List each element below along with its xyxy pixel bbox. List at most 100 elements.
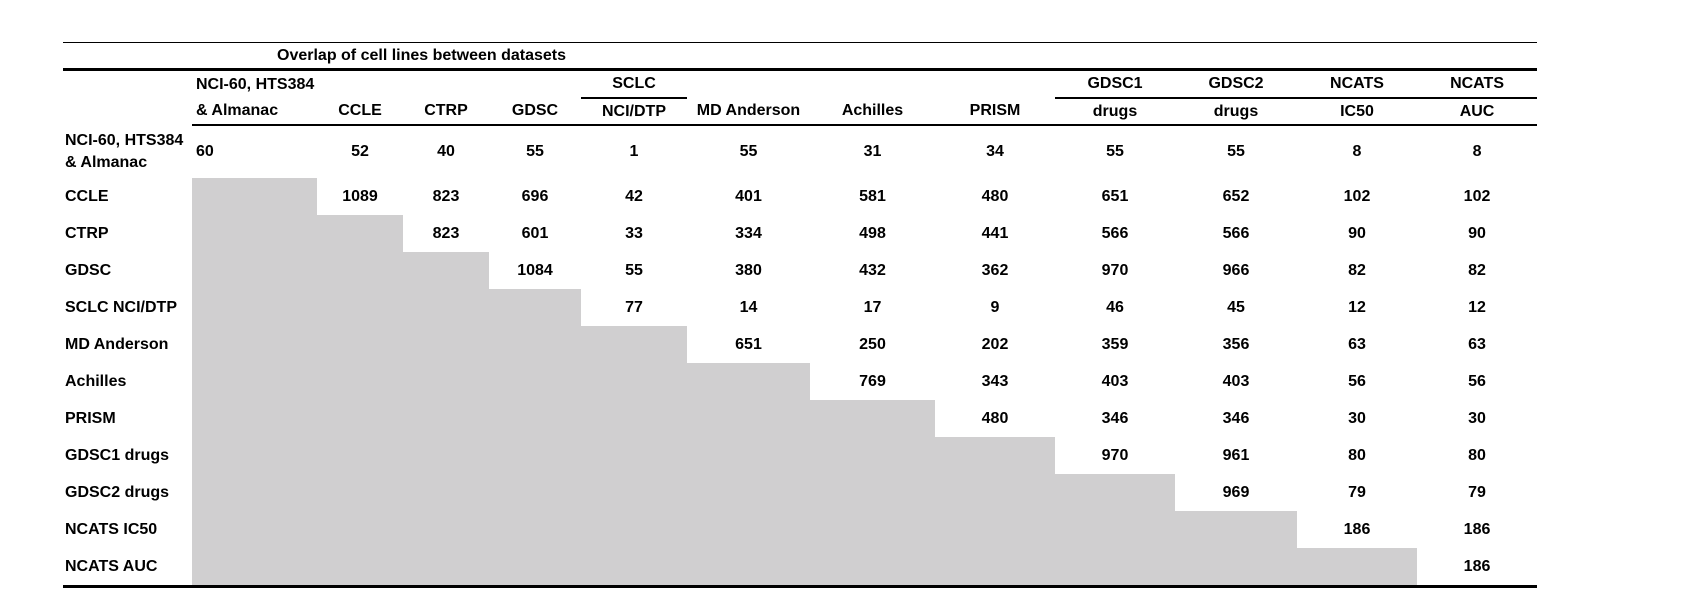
shaded-cell — [192, 215, 317, 252]
table-row: NCATS IC50 186 186 — [63, 511, 1537, 548]
shaded-cell — [810, 511, 935, 548]
value-cell: 403 — [1222, 372, 1250, 390]
shaded-cell — [403, 511, 489, 548]
value-cell: 12 — [1468, 298, 1486, 316]
column-header-bottom: MD Anderson — [687, 98, 810, 126]
shaded-cell — [192, 474, 317, 511]
shaded-cell — [489, 289, 581, 326]
value-cell: 63 — [1468, 335, 1486, 353]
column-header-top: GDSC2 — [1175, 69, 1297, 99]
value-cell: 63 — [1348, 335, 1366, 353]
value-cell: 80 — [1348, 446, 1366, 464]
shaded-cell — [581, 400, 687, 437]
value-cell: 651 — [1101, 187, 1129, 205]
value-cell: 55 — [625, 261, 643, 279]
shaded-cell — [489, 437, 581, 474]
column-header-top: NCI-60, HTS384 — [196, 75, 315, 93]
shaded-cell — [581, 326, 687, 363]
table-row: GDSC2 drugs 969 79 79 — [63, 474, 1537, 511]
value-cell: 432 — [859, 261, 886, 279]
row-label: MD Anderson — [65, 335, 169, 353]
value-cell: 17 — [863, 298, 882, 316]
value-cell: 82 — [1468, 261, 1486, 279]
shaded-cell — [489, 474, 581, 511]
row-label: CCLE — [65, 187, 109, 205]
value-cell: 55 — [1106, 143, 1124, 160]
value-cell: 12 — [1348, 298, 1366, 316]
value-cell: 970 — [1101, 261, 1129, 279]
shaded-cell — [489, 363, 581, 400]
value-cell: 652 — [1222, 187, 1250, 205]
shaded-cell — [317, 252, 403, 289]
stub-header — [63, 98, 192, 125]
shaded-cell — [317, 215, 403, 252]
value-cell: 34 — [986, 143, 1004, 160]
row-label: GDSC2 drugs — [65, 483, 170, 501]
column-header-bottom: GDSC — [489, 98, 581, 126]
header-row-top: NCI-60, HTS384 SCLC GDSC1 GDSC2 NCATS NC… — [63, 69, 1538, 99]
value-cell: 77 — [625, 298, 643, 316]
shaded-cell — [317, 326, 403, 363]
shaded-cell — [403, 289, 489, 326]
shaded-cell — [1055, 548, 1175, 588]
value-cell: 362 — [981, 261, 1009, 279]
value-cell: 969 — [1222, 483, 1250, 501]
shaded-cell — [489, 400, 581, 437]
shaded-cell — [317, 474, 403, 511]
value-cell: 14 — [739, 298, 758, 316]
value-cell: 696 — [521, 187, 549, 205]
column-header-bottom: PRISM — [935, 98, 1055, 126]
shaded-cell — [810, 474, 935, 511]
value-cell: 90 — [1348, 224, 1366, 242]
value-cell: 90 — [1468, 224, 1486, 242]
value-cell: 55 — [526, 143, 544, 160]
value-cell: 82 — [1348, 261, 1366, 279]
matrix-body: NCI-60, HTS384 & Almanac 60 52 40 55 1 55 31 34 5… — [63, 125, 1538, 588]
shaded-cell — [192, 178, 317, 215]
column-header-bottom: & Almanac — [192, 98, 317, 126]
shaded-cell — [687, 400, 810, 437]
shaded-cell — [403, 437, 489, 474]
value-cell: 1084 — [517, 261, 553, 279]
value-cell: 380 — [735, 261, 762, 279]
value-cell: 401 — [735, 187, 762, 205]
table-row: CTRP 823 601 33 334 498 441 566 566 90 90 — [63, 215, 1537, 252]
value-cell: 40 — [437, 143, 455, 160]
value-cell: 79 — [1348, 483, 1366, 501]
row-label: GDSC1 drugs — [65, 446, 170, 464]
shaded-cell — [403, 252, 489, 289]
shaded-cell — [581, 548, 687, 588]
column-header-top — [810, 70, 935, 99]
shaded-cell — [810, 548, 935, 588]
shaded-cell — [317, 437, 403, 474]
value-cell: 45 — [1227, 298, 1245, 316]
shaded-cell — [317, 511, 403, 548]
shaded-cell — [317, 548, 403, 588]
value-cell: 56 — [1468, 372, 1486, 390]
shaded-cell — [935, 437, 1055, 474]
value-cell: 102 — [1463, 187, 1491, 205]
shaded-cell — [403, 548, 489, 588]
value-cell: 186 — [1343, 520, 1371, 538]
value-cell: 42 — [625, 187, 643, 205]
value-cell: 334 — [735, 224, 762, 242]
table-title: Overlap of cell lines between datasets — [63, 42, 1538, 71]
value-cell: 480 — [981, 409, 1009, 427]
header-row-bottom: & Almanac CCLE CTRP GDSC NCI/DTP MD Ande… — [63, 98, 1538, 126]
value-cell: 60 — [196, 143, 214, 160]
column-header-bottom: IC50 — [1297, 98, 1417, 126]
table-row: NCATS AUC 186 — [63, 548, 1538, 588]
shaded-cell — [687, 548, 810, 588]
value-cell: 186 — [1417, 548, 1538, 588]
shaded-cell — [810, 400, 935, 437]
shaded-cell — [489, 548, 581, 588]
value-cell: 31 — [863, 143, 882, 160]
table-row: SCLC NCI/DTP 77 14 17 9 46 45 12 12 — [63, 289, 1537, 326]
value-cell: 356 — [1222, 335, 1250, 353]
shaded-cell — [1175, 548, 1297, 588]
table-row: NCI-60, HTS384 & Almanac 60 52 40 55 1 55 31 34 5… — [63, 125, 1537, 178]
shaded-cell — [317, 400, 403, 437]
shaded-cell — [192, 511, 317, 548]
table-container: Overlap of cell lines between datasets N… — [63, 42, 1538, 588]
